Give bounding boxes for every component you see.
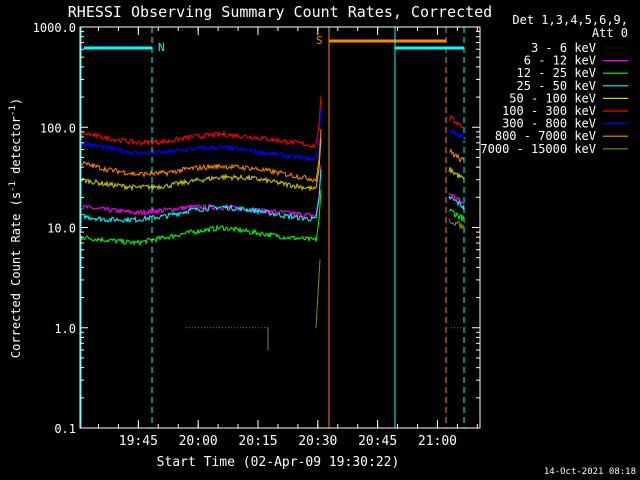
y-axis-label-mid: detector bbox=[9, 116, 23, 181]
series-line-pre bbox=[80, 108, 322, 162]
y-axis-label-sup2: -1 bbox=[8, 105, 18, 116]
legend-header-2: Att 0 bbox=[592, 26, 628, 40]
svg-text:Corrected Count Rate (s-1 dete: Corrected Count Rate (s-1 detector-1) bbox=[8, 98, 23, 358]
legend-label-3: 25 - 50 keV bbox=[517, 79, 596, 93]
x-tick-label-3: 20:30 bbox=[298, 434, 337, 449]
series-50-100keV bbox=[80, 138, 465, 192]
legend-label-7: 800 - 7000 keV bbox=[495, 129, 596, 143]
annotation-layer: NS bbox=[80, 27, 465, 428]
plot-frame bbox=[79, 26, 481, 429]
series-300-800keV bbox=[80, 108, 465, 162]
series-100-300keV bbox=[80, 95, 465, 149]
series-line-post bbox=[448, 218, 465, 230]
y-axis-label: Corrected Count Rate (s-1 detector-1) bbox=[8, 98, 23, 358]
y-tick-label-4: 0.1 bbox=[54, 422, 76, 436]
series-800-7000keV bbox=[80, 128, 465, 183]
saa-label: S bbox=[316, 34, 323, 47]
axes: 1000.0 100.0 10.0 1.0 0.1 19:45 20:00 20:15 20:3… bbox=[33, 21, 481, 449]
series-25-50keV bbox=[80, 168, 465, 223]
y-tick-label-0: 1000.0 bbox=[33, 21, 76, 35]
series-line-post bbox=[448, 195, 465, 211]
y-axis-label-sup1: -1 bbox=[8, 181, 18, 192]
series-line-post bbox=[448, 208, 465, 222]
y-tick-label-1: 100.0 bbox=[40, 121, 76, 135]
series-line-pre bbox=[80, 138, 322, 192]
chart-title: RHESSI Observing Summary Count Rates, Co… bbox=[68, 3, 492, 21]
high-energy-rise bbox=[315, 259, 321, 328]
y-tick-label-3: 1.0 bbox=[54, 322, 76, 336]
series-7000-15000keV bbox=[448, 218, 465, 230]
legend-label-8: 7000 - 15000 keV bbox=[480, 142, 596, 156]
legend-label-1: 6 - 12 keV bbox=[524, 54, 596, 68]
series-layer bbox=[80, 95, 465, 350]
legend-label-6: 300 - 800 keV bbox=[502, 117, 596, 131]
legend-label-2: 12 - 25 keV bbox=[517, 66, 596, 80]
x-axis-label: Start Time (02-Apr-09 19:30:22) bbox=[157, 455, 400, 470]
x-tick-label-4: 20:45 bbox=[358, 434, 397, 449]
y-axis-label-end: ) bbox=[9, 98, 23, 105]
series-line-pre bbox=[80, 168, 322, 223]
night-label: N bbox=[158, 41, 165, 54]
series-line-post bbox=[448, 128, 465, 141]
x-tick-label-0: 19:45 bbox=[119, 434, 158, 449]
legend-label-4: 50 - 100 keV bbox=[509, 91, 596, 105]
legend-label-0: 3 - 6 keV bbox=[531, 41, 596, 55]
series-12-25keV bbox=[80, 189, 465, 247]
series-line-pre bbox=[80, 95, 322, 149]
x-tick-label-1: 20:00 bbox=[179, 434, 218, 449]
series-line-pre bbox=[80, 189, 322, 247]
series-line-pre bbox=[80, 128, 322, 183]
timestamp: 14-Oct-2021 08:18 bbox=[544, 467, 636, 477]
series-line-post bbox=[448, 148, 465, 164]
x-tick-label-5: 21:00 bbox=[418, 434, 457, 449]
y-axis-label-main: Corrected Count Rate (s bbox=[9, 192, 23, 358]
y-tick-label-2: 10.0 bbox=[47, 222, 76, 236]
x-tick-label-2: 20:15 bbox=[238, 434, 277, 449]
series-line-post bbox=[448, 192, 465, 204]
series-line-post bbox=[448, 166, 465, 180]
legend-label-5: 100 - 300 keV bbox=[502, 104, 596, 118]
series-line-post bbox=[448, 114, 465, 129]
series-line-pre bbox=[80, 202, 322, 256]
legend-header-1: Det 1,3,4,5,6,9, bbox=[512, 13, 628, 27]
